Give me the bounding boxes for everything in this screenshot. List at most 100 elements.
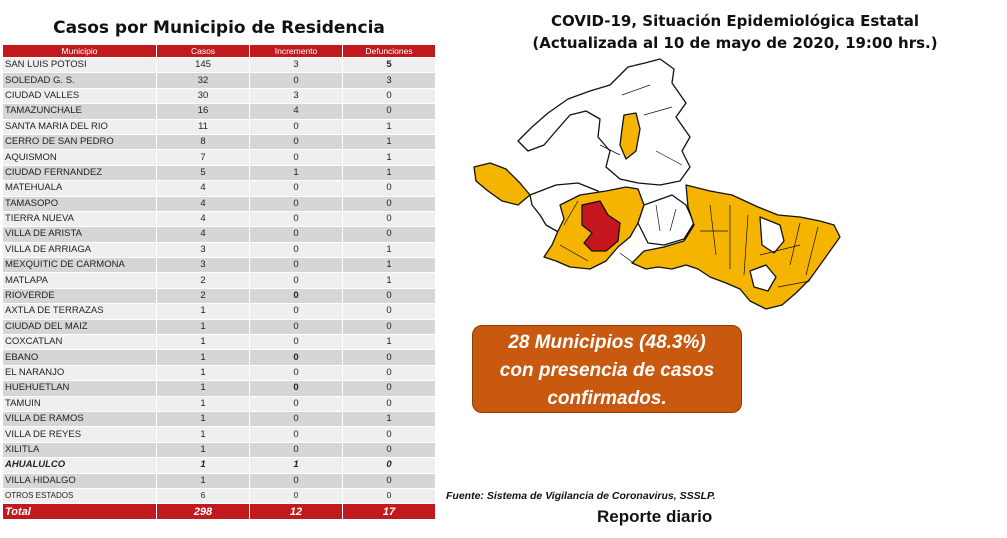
incremento-cell: 0 (249, 441, 343, 459)
table-row: EL NARANJO 1 0 0 (2, 364, 436, 382)
municipio-cell: SAN LUIS POTOSI (2, 56, 157, 74)
incremento-cell: 0 (249, 72, 343, 89)
incremento-cell: 0 (249, 226, 343, 243)
table-row: TAMAZUNCHALE 16 4 0 (2, 103, 436, 120)
total-label: Total (2, 503, 157, 521)
report-label: Reporte diario (597, 507, 713, 526)
defunciones-cell: 0 (342, 441, 436, 459)
incremento-cell: 0 (249, 395, 343, 412)
casos-cell: 1 (156, 395, 250, 412)
map-region-south-white (749, 264, 777, 292)
defunciones-cell: 0 (342, 457, 436, 474)
defunciones-cell: 0 (342, 395, 436, 412)
table-row: OTROS ESTADOS 6 0 0 (2, 487, 436, 505)
municipio-cell: TAMUIN (2, 395, 157, 412)
municipio-cell: RIOVERDE (2, 287, 157, 305)
defunciones-cell: 0 (342, 87, 436, 105)
casos-cell: 11 (156, 118, 250, 135)
incremento-cell: 0 (249, 487, 343, 505)
casos-cell: 5 (156, 164, 250, 182)
municipio-cell: COXCATLAN (2, 334, 157, 351)
municipio-cell: MATEHUALA (2, 180, 157, 197)
defunciones-cell: 1 (342, 272, 436, 289)
map-region-upper-yellow (619, 112, 641, 160)
defunciones-cell: 1 (342, 164, 436, 182)
defunciones-cell: 0 (342, 318, 436, 336)
table-row: VILLA DE RAMOS 1 0 1 (2, 410, 436, 428)
table-row: MATEHUALA 4 0 0 (2, 180, 436, 197)
incremento-cell: 1 (249, 164, 343, 182)
state-map (473, 58, 841, 310)
municipio-cell: VILLA DE ARRIAGA (2, 241, 157, 259)
incremento-cell: 0 (249, 349, 343, 366)
casos-cell: 1 (156, 410, 250, 428)
incremento-cell: 0 (249, 472, 343, 489)
municipio-cell: CIUDAD DEL MAIZ (2, 318, 157, 336)
defunciones-cell: 0 (342, 380, 436, 397)
defunciones-cell: 1 (342, 334, 436, 351)
defunciones-cell: 0 (342, 303, 436, 320)
table-row: COXCATLAN 1 0 1 (2, 334, 436, 351)
municipio-cell: EBANO (2, 349, 157, 366)
table-row: VILLA HIDALGO 1 0 0 (2, 472, 436, 489)
total-casos: 298 (156, 503, 250, 521)
casos-cell: 16 (156, 103, 250, 120)
casos-cell: 2 (156, 287, 250, 305)
casos-cell: 1 (156, 380, 250, 397)
header-defunciones: Defunciones (342, 44, 436, 58)
incremento-cell: 0 (249, 380, 343, 397)
casos-cell: 6 (156, 487, 250, 505)
casos-cell: 4 (156, 210, 250, 228)
incremento-cell: 0 (249, 318, 343, 336)
table-row: CERRO DE SAN PEDRO 8 0 1 (2, 133, 436, 151)
header-incremento: Incremento (249, 44, 343, 58)
table-row: TIERRA NUEVA 4 0 0 (2, 210, 436, 228)
municipio-cell: AHUALULCO (2, 457, 157, 474)
municipio-cell: TAMASOPO (2, 195, 157, 212)
table-row: VILLA DE ARISTA 4 0 0 (2, 226, 436, 243)
defunciones-cell: 0 (342, 287, 436, 305)
casos-cell: 30 (156, 87, 250, 105)
table-row: XILITLA 1 0 0 (2, 441, 436, 459)
defunciones-cell: 3 (342, 72, 436, 89)
table-row: SANTA MARIA DEL RIO 11 0 1 (2, 118, 436, 135)
casos-cell: 1 (156, 303, 250, 320)
defunciones-cell: 1 (342, 133, 436, 151)
municipio-cell: CERRO DE SAN PEDRO (2, 133, 157, 151)
defunciones-cell: 0 (342, 426, 436, 443)
table-row: TAMASOPO 4 0 0 (2, 195, 436, 212)
total-defunciones: 17 (342, 503, 436, 521)
municipio-cell: MATLAPA (2, 272, 157, 289)
casos-cell: 1 (156, 426, 250, 443)
incremento-cell: 0 (249, 133, 343, 151)
table-row: AHUALULCO 1 1 0 (2, 457, 436, 474)
defunciones-cell: 0 (342, 195, 436, 212)
incremento-cell: 0 (249, 195, 343, 212)
casos-cell: 1 (156, 318, 250, 336)
casos-cell: 7 (156, 149, 250, 166)
casos-cell: 1 (156, 441, 250, 459)
municipio-cell: OTROS ESTADOS (2, 487, 157, 505)
header-casos: Casos (156, 44, 250, 58)
map-region-west-yellow (473, 162, 531, 206)
summary-callout: 28 Municipios (48.3%) con presencia de c… (472, 325, 742, 413)
municipio-cell: VILLA DE REYES (2, 426, 157, 443)
casos-cell: 1 (156, 472, 250, 489)
municipio-cell: AQUISMON (2, 149, 157, 166)
map-region-east-yellow (631, 184, 841, 310)
table-row: CIUDAD DEL MAIZ 1 0 0 (2, 318, 436, 336)
defunciones-cell: 1 (342, 410, 436, 428)
municipio-cell: TIERRA NUEVA (2, 210, 157, 228)
cases-table: Municipio Casos Incremento Defunciones S… (2, 44, 436, 521)
municipio-cell: CIUDAD FERNANDEZ (2, 164, 157, 182)
defunciones-cell: 1 (342, 257, 436, 274)
map-region-east-white (759, 216, 785, 254)
municipio-cell: SOLEDAD G. S. (2, 72, 157, 89)
total-row: Total 298 12 17 (2, 503, 436, 521)
incremento-cell: 0 (249, 364, 343, 382)
casos-cell: 4 (156, 226, 250, 243)
defunciones-cell: 0 (342, 180, 436, 197)
map-region-capital-red (581, 200, 621, 252)
municipio-cell: TAMAZUNCHALE (2, 103, 157, 120)
defunciones-cell: 0 (342, 487, 436, 505)
